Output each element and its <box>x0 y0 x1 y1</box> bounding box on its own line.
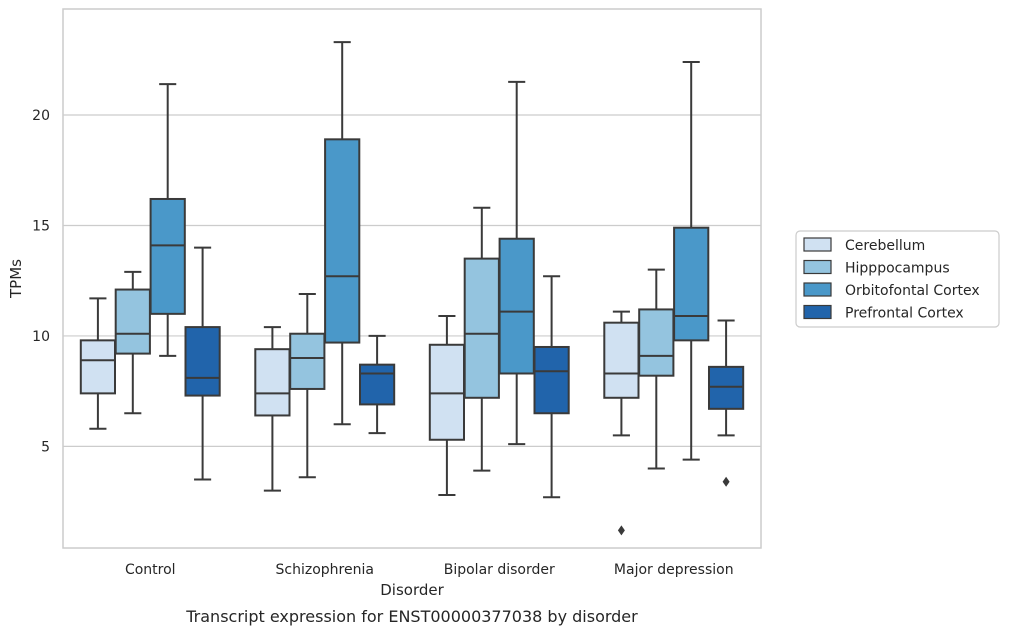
legend-swatch <box>803 259 832 275</box>
box-iqr <box>149 197 186 315</box>
box-iqr <box>289 332 326 390</box>
chart-caption: Transcript expression for ENST0000037703… <box>185 607 638 626</box>
box-0-3 <box>184 246 221 481</box>
x-tick-label: Bipolar disorder <box>444 562 555 578</box>
box-iqr <box>603 321 640 399</box>
box-1-3 <box>358 334 396 435</box>
box-iqr <box>673 226 710 342</box>
plot-frame <box>62 8 762 549</box>
box-2-2 <box>498 80 535 446</box>
box-iqr <box>114 288 151 355</box>
outlier-point <box>722 476 730 487</box>
box-3-1 <box>638 268 675 470</box>
legend: Cerebellum Hipppocampus Orbitofontal Corte… <box>795 230 1000 328</box>
outlier-point <box>617 525 625 536</box>
box-iqr <box>498 237 535 375</box>
box-iqr <box>707 365 745 410</box>
box-iqr <box>358 363 396 406</box>
box-iqr <box>184 326 221 397</box>
x-axis-label: Disorder <box>380 581 444 599</box>
box-iqr <box>638 308 675 377</box>
box-groups <box>79 41 745 536</box>
box-iqr <box>79 339 117 395</box>
box-iqr <box>324 138 361 344</box>
box-iqr <box>463 257 500 399</box>
box-2-1 <box>463 206 500 472</box>
y-axis-ticks: 5 10 15 20 <box>32 108 50 455</box>
box-3-2 <box>673 61 710 461</box>
legend-swatch <box>803 237 832 252</box>
box-iqr <box>428 343 466 441</box>
legend-swatch <box>803 304 832 320</box>
box-3-0 <box>603 310 640 536</box>
x-tick-label: Major depression <box>614 562 734 578</box>
box-0-2 <box>149 83 186 357</box>
y-tick-label: 20 <box>32 108 50 124</box>
box-1-0 <box>254 326 291 492</box>
legend-swatch <box>803 282 832 297</box>
legend-label: Orbitofontal Cortex <box>845 283 980 299</box>
box-0-1 <box>114 270 151 415</box>
y-axis-label: TPMs <box>7 259 25 299</box>
box-1-2 <box>324 41 361 426</box>
box-1-1 <box>289 292 326 479</box>
legend-label: Prefrontal Cortex <box>845 306 964 322</box>
box-iqr <box>254 348 291 417</box>
x-axis-ticks: Control Schizophrenia Bipolar disorder Majo… <box>125 562 734 578</box>
box-3-3 <box>707 319 745 487</box>
legend-label: Hipppocampus <box>845 261 950 277</box>
box-0-0 <box>79 297 117 430</box>
legend-frame <box>795 230 1000 328</box>
x-tick-label: Control <box>125 562 176 578</box>
box-2-3 <box>533 275 570 499</box>
box-iqr <box>533 345 570 415</box>
y-tick-label: 10 <box>32 329 50 345</box>
legend-label: Cerebellum <box>845 238 925 254</box>
x-tick-label: Schizophrenia <box>276 562 374 578</box>
box-2-0 <box>428 315 466 496</box>
y-tick-label: 5 <box>41 439 50 455</box>
y-tick-label: 15 <box>32 218 50 234</box>
